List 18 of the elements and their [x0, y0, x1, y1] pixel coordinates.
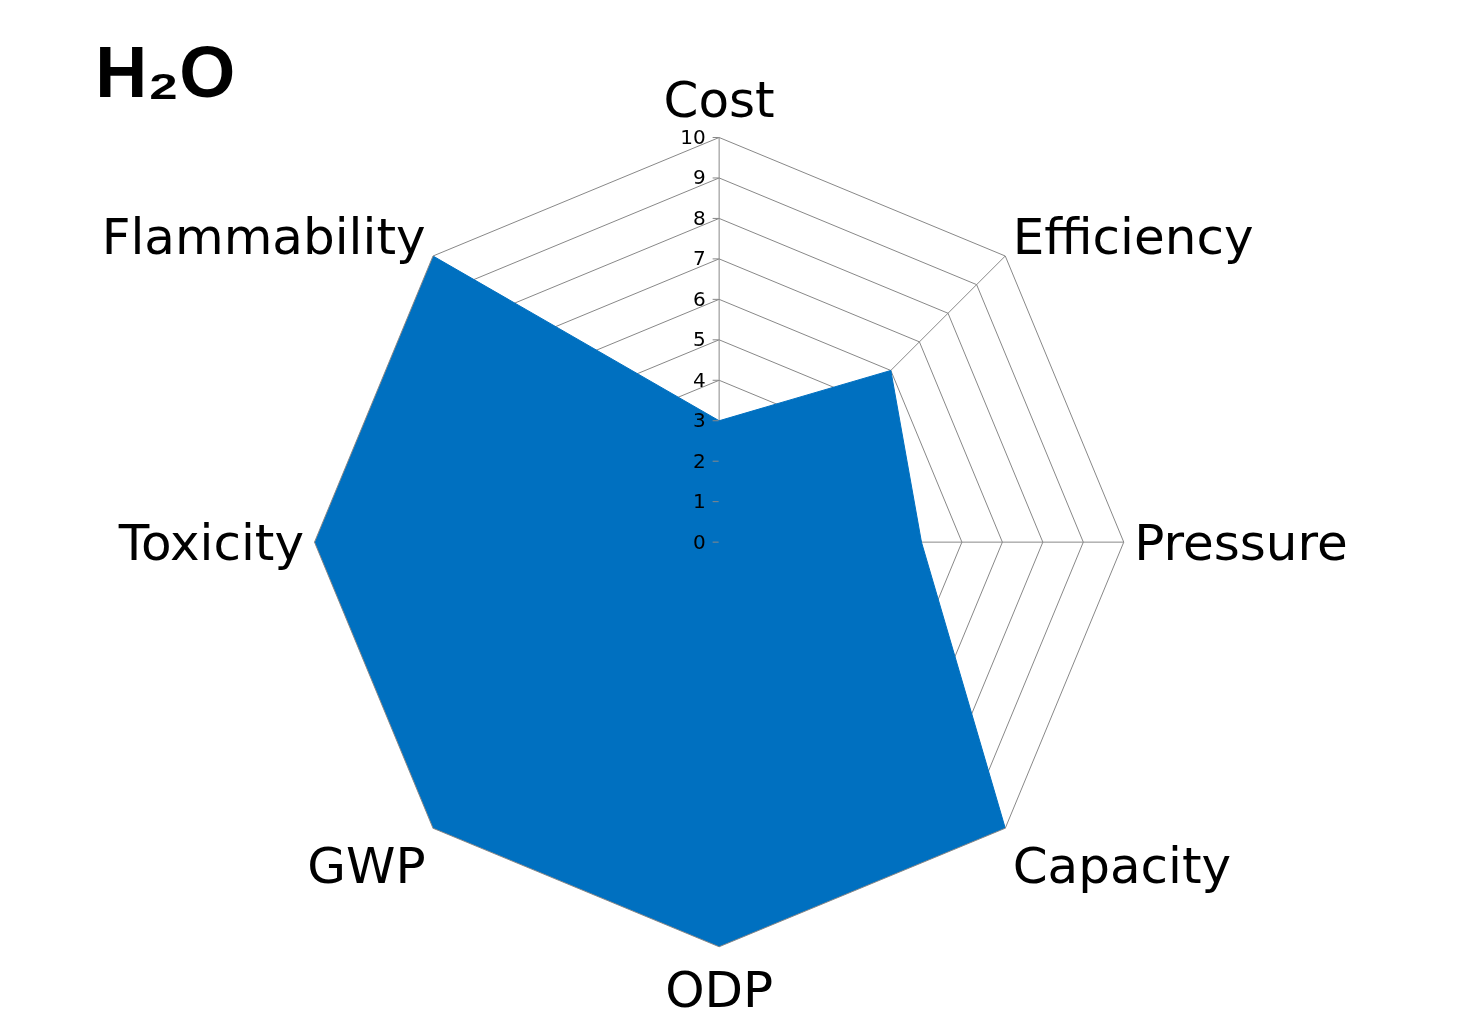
y-tick-label: 9 — [692, 165, 706, 190]
y-tick-label: 6 — [692, 286, 706, 311]
chart-title: H₂O — [95, 31, 236, 112]
y-tick-label: 5 — [692, 327, 706, 352]
y-tick-label: 3 — [692, 408, 706, 433]
spoke-label: GWP — [307, 837, 426, 896]
y-tick-label: 8 — [692, 205, 706, 230]
spoke-label: Pressure — [1134, 513, 1348, 572]
spoke-label: Efficiency — [1012, 207, 1254, 266]
spoke-label: Flammability — [101, 207, 426, 266]
y-tick-label: 2 — [692, 448, 706, 473]
y-tick-label: 7 — [692, 246, 706, 271]
spoke-label: Toxicity — [117, 513, 305, 572]
y-tick-label: 1 — [692, 489, 706, 514]
spoke-label: ODP — [665, 961, 774, 1020]
y-tick-label: 0 — [692, 529, 706, 554]
y-tick-label: 4 — [692, 367, 706, 392]
spoke-label: Capacity — [1012, 837, 1232, 896]
